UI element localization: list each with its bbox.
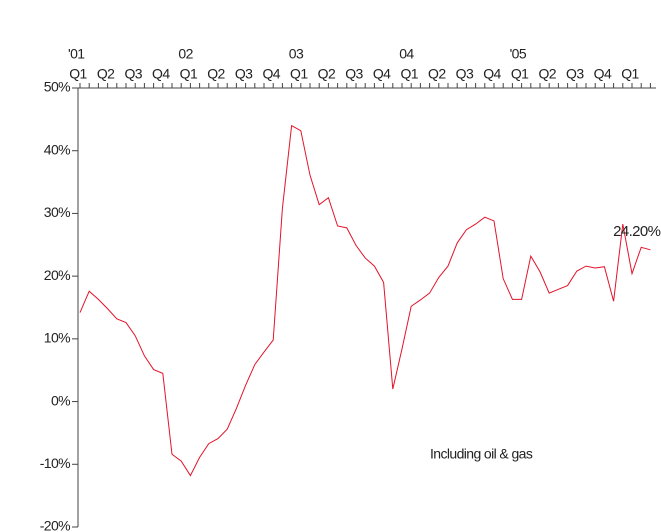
x-tick-label: Q1: [400, 66, 418, 82]
y-tick-label: 20%: [44, 267, 70, 283]
x-tick-label: Q1: [69, 66, 87, 82]
year-label: '01: [68, 46, 85, 62]
x-tick-label: Q3: [566, 66, 584, 82]
year-label: 03: [289, 46, 304, 62]
y-tick-label: 0%: [51, 392, 70, 408]
y-tick-label: -20%: [40, 518, 70, 532]
x-tick-label: Q4: [262, 66, 280, 82]
series-line: [79, 124, 651, 477]
x-tick-label: Q4: [594, 66, 612, 82]
x-tick-label: Q3: [456, 66, 474, 82]
x-tick-label: Q1: [180, 66, 198, 82]
x-tick-label: Q3: [345, 66, 363, 82]
x-tick-label: Q3: [235, 66, 253, 82]
x-tick-label: Q2: [97, 66, 115, 82]
x-tick-label: Q1: [511, 66, 529, 82]
year-label: '05: [510, 46, 527, 62]
y-tick-label: 10%: [44, 330, 70, 346]
x-tick-label: Q4: [373, 66, 391, 82]
y-tick-label: -10%: [40, 455, 70, 471]
value-label: 24.20%: [613, 223, 661, 240]
x-tick-label: Q2: [207, 66, 225, 82]
x-tick-label: Q3: [124, 66, 142, 82]
year-label: 04: [399, 46, 414, 62]
x-tick-label: Q4: [483, 66, 501, 82]
x-tick-label: Q1: [621, 66, 639, 82]
x-tick-label: Q2: [318, 66, 336, 82]
x-tick-label: Q1: [290, 66, 308, 82]
year-label: 02: [178, 46, 193, 62]
x-tick-label: Q2: [538, 66, 556, 82]
y-tick-label: 50%: [44, 79, 70, 95]
y-tick-label: 30%: [44, 204, 70, 220]
x-tick-label: Q4: [152, 66, 170, 82]
y-tick-label: 40%: [44, 141, 70, 157]
x-tick-label: Q2: [428, 66, 446, 82]
series-label: Including oil & gas: [430, 446, 533, 462]
